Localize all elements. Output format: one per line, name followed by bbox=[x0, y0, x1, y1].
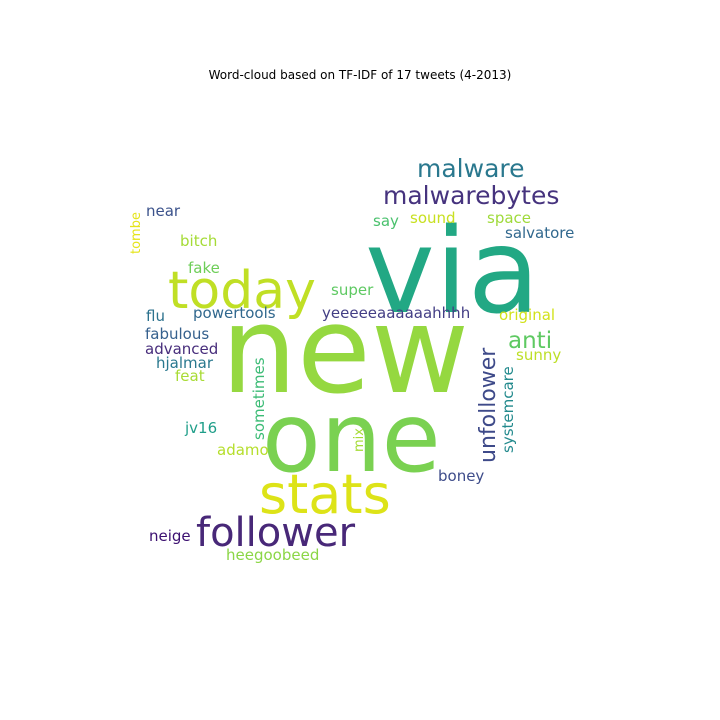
word-space: space bbox=[487, 209, 532, 227]
word-hjalmar: hjalmar bbox=[156, 354, 214, 372]
word-malwarebytes: malwarebytes bbox=[383, 181, 560, 210]
word-stats: stats bbox=[259, 463, 391, 526]
word-heegoobeed: heegoobeed bbox=[226, 546, 320, 564]
word-unfollower: unfollower bbox=[476, 347, 501, 463]
word-advanced: advanced bbox=[145, 340, 219, 358]
word-salvatore: salvatore bbox=[505, 224, 575, 242]
word-follower: follower bbox=[196, 510, 356, 556]
word-via: via bbox=[365, 202, 540, 340]
chart-title: Word-cloud based on TF-IDF of 17 tweets … bbox=[208, 68, 512, 82]
word-today: today bbox=[168, 261, 316, 321]
word-anti: anti bbox=[508, 328, 553, 354]
word-malware: malware bbox=[417, 154, 525, 183]
word-bitch: bitch bbox=[180, 232, 218, 250]
word-say: say bbox=[373, 212, 399, 230]
word-mix: mix bbox=[352, 428, 367, 452]
word-boney: boney bbox=[438, 467, 485, 485]
word-sound: sound bbox=[410, 209, 456, 227]
word-adamo: adamo bbox=[217, 441, 269, 459]
word-flu: flu bbox=[146, 307, 165, 325]
word-fake: fake bbox=[188, 259, 220, 277]
word-near: near bbox=[146, 202, 181, 220]
word-neige: neige bbox=[149, 527, 191, 545]
word-new: new bbox=[221, 282, 470, 421]
word-sunny: sunny bbox=[516, 346, 562, 364]
word-fabulous: fabulous bbox=[145, 325, 210, 343]
word-systemcare: systemcare bbox=[499, 366, 517, 453]
word-powertools: powertools bbox=[193, 304, 276, 322]
word-super: super bbox=[331, 281, 374, 299]
word-tombe: tombe bbox=[129, 212, 144, 254]
word-sometimes: sometimes bbox=[250, 357, 268, 440]
word-one: one bbox=[262, 382, 441, 494]
word-jv16: jv16 bbox=[185, 419, 218, 437]
word-yeeeeeaaaaaahhhh: yeeeeeaaaaaahhhh bbox=[322, 304, 471, 322]
word-original: original bbox=[499, 306, 556, 324]
word-feat: feat bbox=[175, 367, 205, 385]
